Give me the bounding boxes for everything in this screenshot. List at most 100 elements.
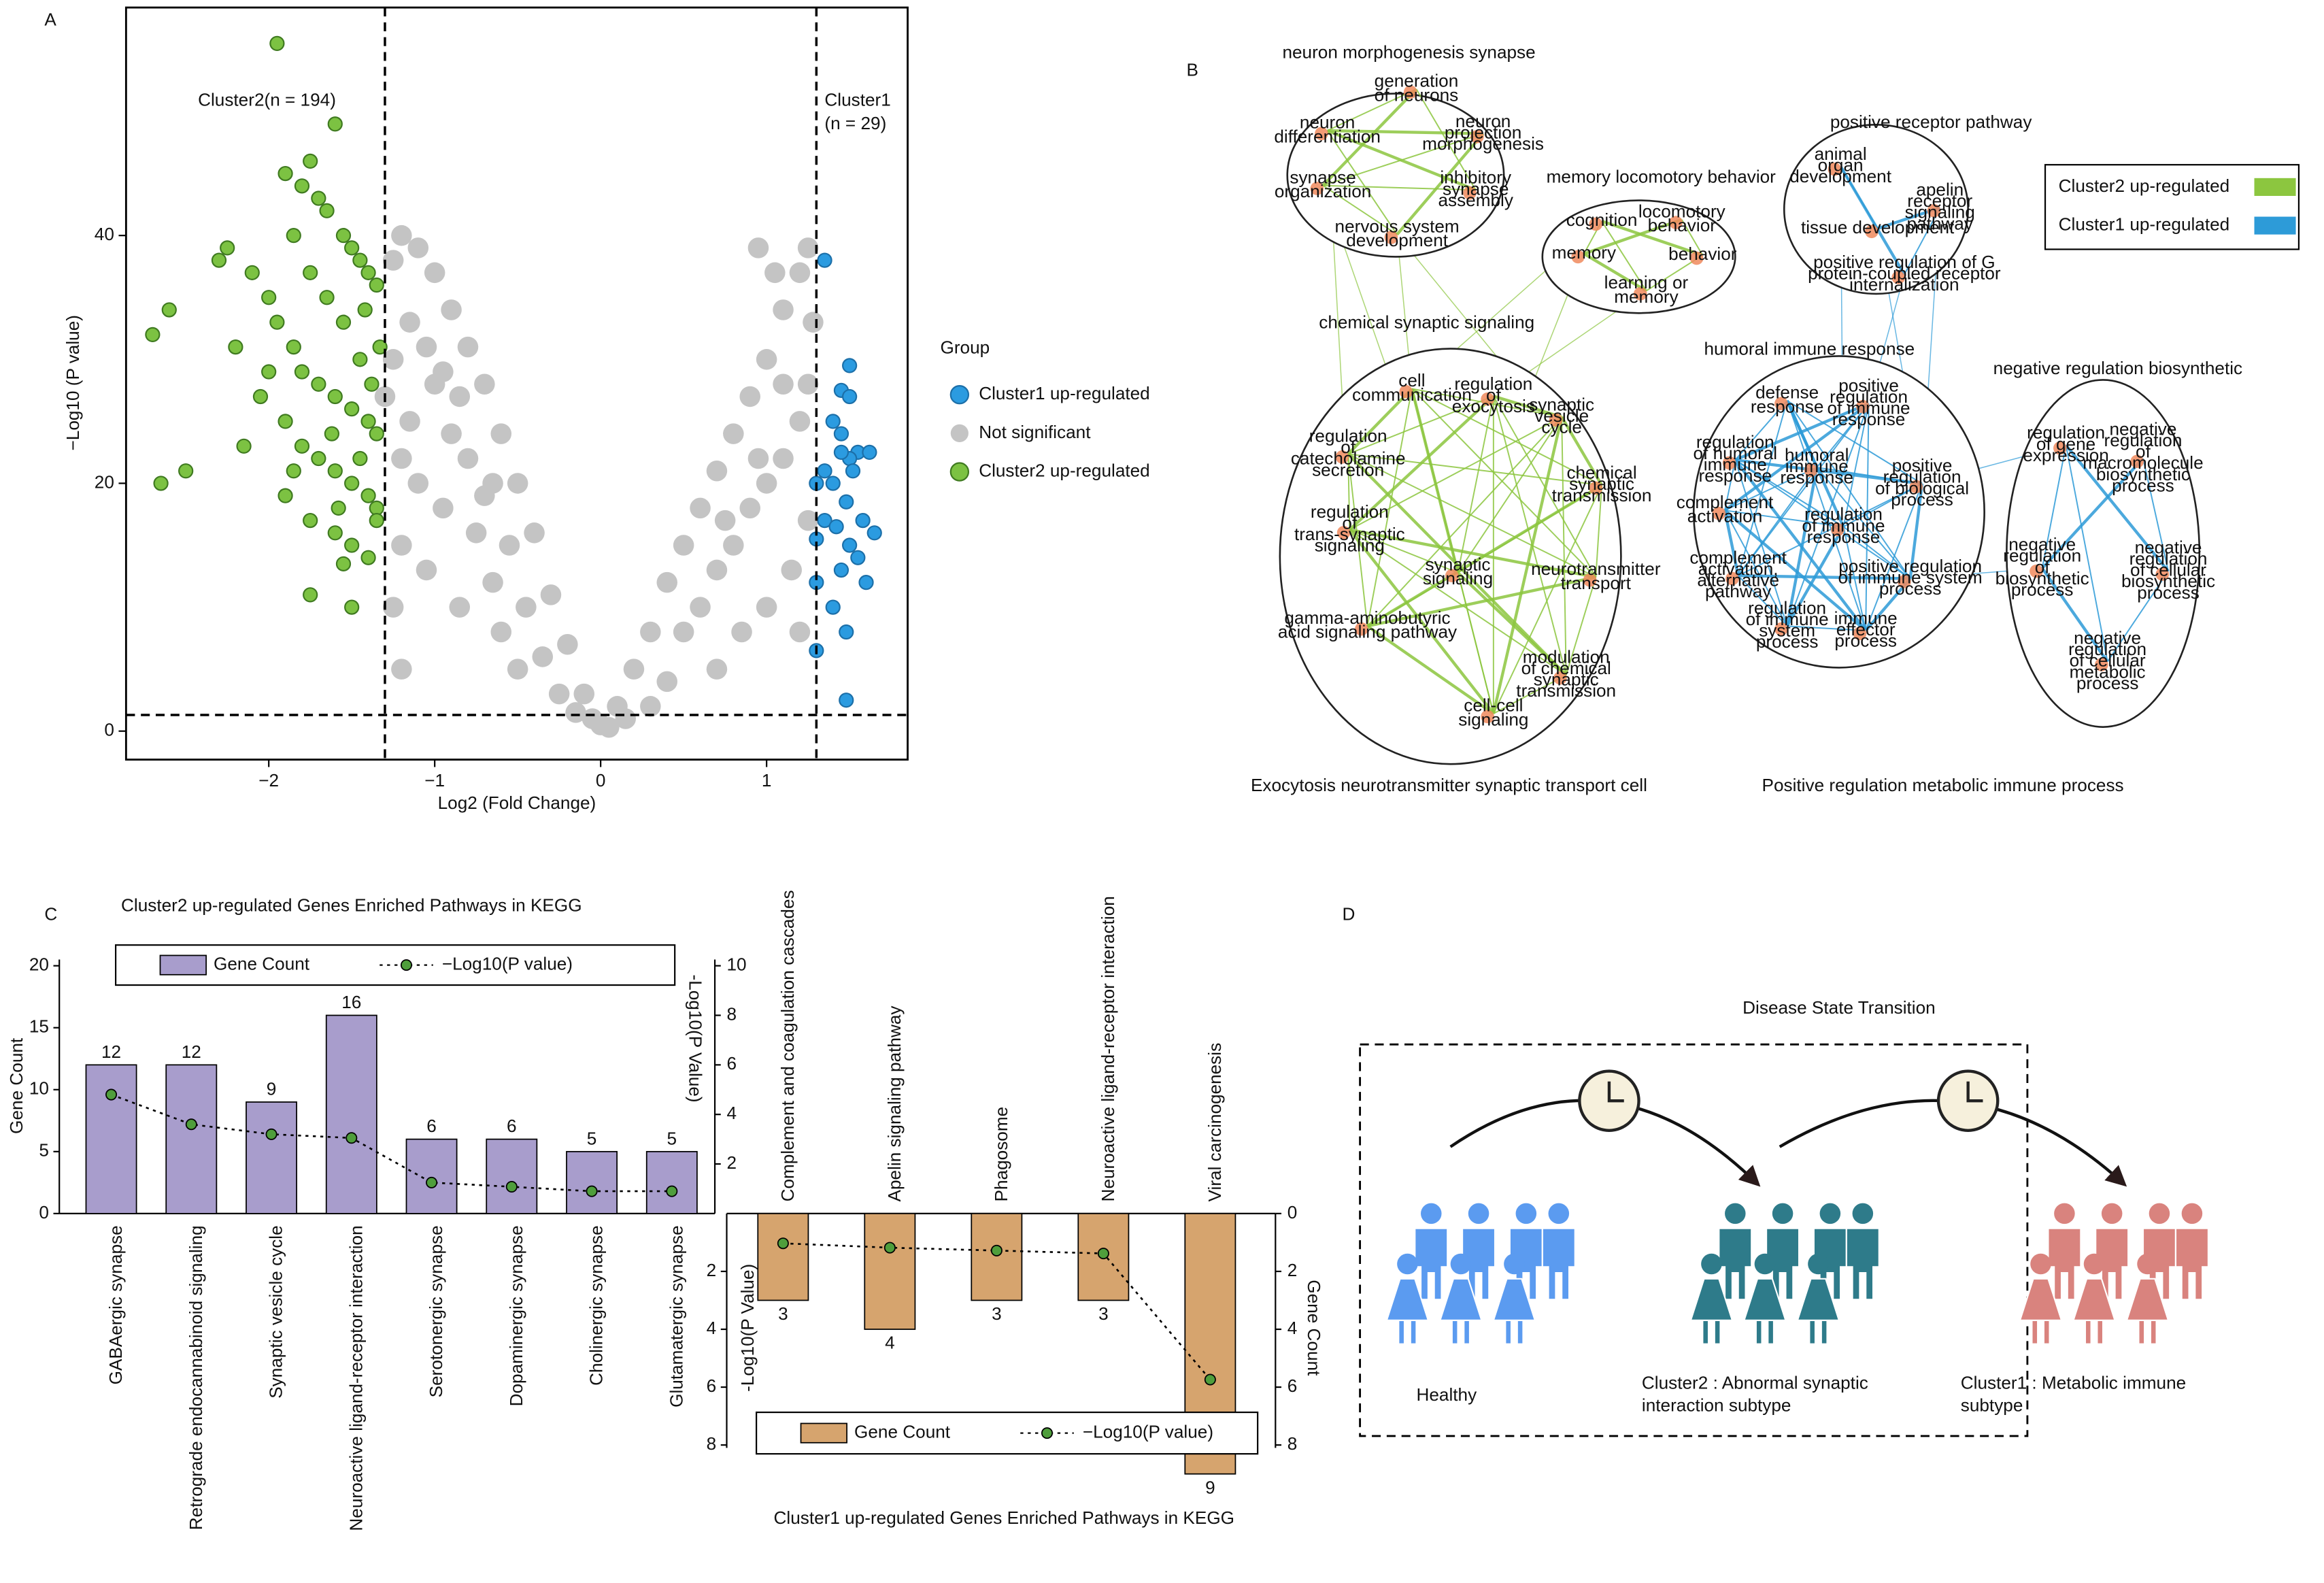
point	[747, 237, 769, 259]
point	[303, 512, 318, 529]
node-label: modulation of chemical synaptic transmissio…	[1516, 646, 1616, 701]
point	[236, 438, 252, 454]
point	[369, 426, 384, 441]
point	[773, 448, 794, 469]
network-edge	[1908, 483, 1924, 579]
network-edge	[1723, 510, 1740, 576]
network-edge	[1724, 510, 1788, 627]
point	[220, 240, 235, 256]
point	[866, 525, 882, 541]
network-node	[2130, 454, 2144, 469]
point	[449, 386, 471, 407]
legend-label: Cluster1 up-regulated	[2059, 214, 2230, 235]
diagram-title: Disease State Transition	[1742, 997, 1936, 1018]
point	[303, 153, 318, 169]
line-point	[883, 1242, 896, 1254]
point	[352, 352, 368, 367]
node-label-line: defense	[1755, 382, 1819, 402]
point	[706, 559, 728, 581]
legend-label: Cluster1 up-regulated	[979, 383, 1150, 403]
network-node	[1927, 203, 1941, 218]
point	[599, 716, 620, 738]
y-tick-label: 2	[707, 1260, 717, 1280]
network-edge	[1366, 388, 1413, 627]
node-label-line: effector	[1836, 619, 1896, 639]
node-label-line: pathway	[1705, 581, 1772, 601]
point	[416, 559, 437, 581]
person-head	[1468, 1203, 1489, 1224]
node-label-line: transmission	[1516, 680, 1616, 701]
network-node	[1445, 569, 1459, 583]
network-edge	[1735, 458, 1923, 486]
network-edge	[1347, 387, 1413, 455]
point	[372, 339, 388, 355]
network-edge	[1724, 459, 1736, 511]
group-label: interaction subtype	[1642, 1395, 1791, 1415]
node-label-line: apelin	[1916, 179, 1964, 199]
network-edge	[1904, 207, 1941, 276]
person-head	[1421, 1203, 1442, 1224]
network-edge	[1737, 403, 1870, 576]
point	[269, 35, 285, 51]
point	[573, 683, 595, 705]
y-tick-label: 6	[707, 1376, 717, 1396]
point	[391, 224, 412, 246]
node-label-line: metabolic	[2070, 661, 2146, 682]
point	[833, 562, 849, 578]
network-edge	[1583, 218, 1683, 256]
point	[797, 237, 819, 259]
node-label-line: gamma-aminobutyric	[1284, 607, 1450, 628]
line-point	[990, 1244, 1003, 1256]
panel-label: D	[1342, 903, 1355, 924]
node-label-line: memory	[1614, 286, 1679, 307]
point	[817, 463, 832, 479]
node-label: locomotory behavior	[1638, 201, 1726, 235]
node-label-line: response	[1807, 527, 1881, 547]
point	[424, 262, 445, 284]
point	[344, 240, 360, 256]
point	[557, 633, 578, 655]
network-node	[1315, 127, 1328, 141]
person-body	[1718, 1227, 1753, 1301]
line-point	[185, 1118, 197, 1131]
node-label-line: behavior	[1668, 244, 1737, 264]
network-node	[1830, 522, 1845, 537]
legend-swatch	[2254, 216, 2296, 235]
node-label: nervous system development	[1335, 216, 1460, 250]
node-label-line: of immune system	[1838, 567, 1983, 587]
point	[855, 512, 871, 529]
point	[335, 556, 352, 571]
node-label-line: of cellular	[2070, 650, 2146, 671]
node-label-line: process	[1879, 578, 1942, 599]
point	[747, 448, 769, 469]
node-label-line: negative	[2074, 627, 2141, 648]
node-label-line: transport	[1561, 573, 1632, 593]
point	[382, 250, 404, 271]
data-label: 12	[101, 1042, 121, 1062]
point	[789, 262, 811, 284]
person-body	[2174, 1227, 2210, 1301]
point	[399, 312, 420, 333]
node-label: gamma-aminobutyric acid signaling pathway	[1278, 607, 1458, 642]
node-label-line: pathway	[1907, 213, 1974, 233]
person-body	[1414, 1227, 1449, 1301]
point	[789, 411, 811, 432]
network-edge	[1457, 572, 1494, 714]
point	[507, 473, 528, 494]
network-node	[1804, 463, 1818, 478]
legend-swatch	[800, 1422, 847, 1444]
point	[327, 525, 343, 541]
point	[286, 228, 301, 244]
data-label: 3	[1098, 1303, 1109, 1324]
category-label: Retrograde endocannabinoid signaling	[186, 1225, 206, 1530]
network-edge	[1787, 625, 1866, 631]
point	[391, 535, 412, 556]
node-label-line: vesicle	[1534, 405, 1589, 426]
node-label-line: regulation	[1830, 386, 1908, 407]
network-edge	[1493, 674, 1567, 714]
category-label: Serotonergic synapse	[426, 1225, 446, 1397]
node-label-line: acid signaling pathway	[1278, 622, 1458, 642]
point	[706, 659, 728, 680]
point	[335, 228, 352, 244]
cluster-title: positive receptor pathway	[1830, 112, 2033, 132]
